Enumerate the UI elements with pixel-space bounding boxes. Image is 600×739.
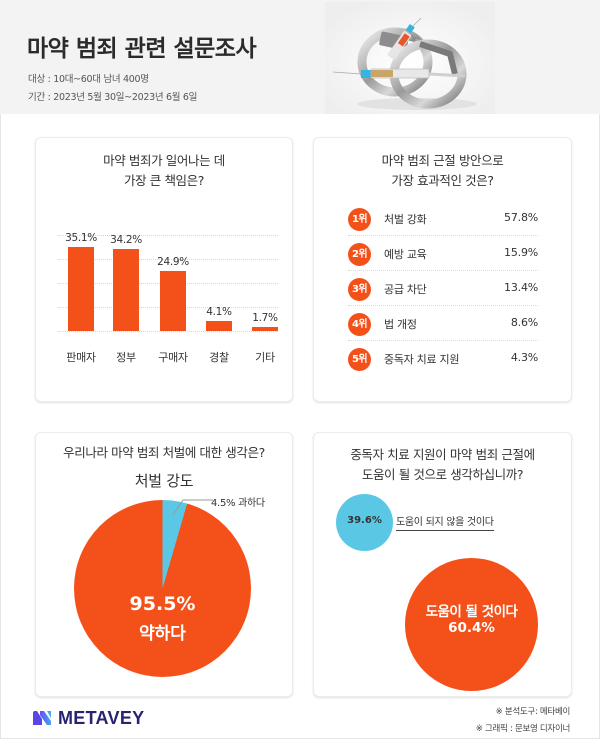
metavey-logo: METAVEY xyxy=(32,708,144,728)
rank-badge: 3위 xyxy=(348,278,371,301)
bar-column: 4.1% xyxy=(206,235,232,331)
rank-value: 4.3% xyxy=(510,351,538,364)
credit-analysis-tool: ※ 분석도구: 메타베이 xyxy=(495,707,571,717)
bar-category-label: 정부 xyxy=(116,351,136,364)
q4-title-line2: 도움이 될 것으로 생각하십니까? xyxy=(361,467,524,482)
card-responsibility: 마약 범죄가 일어나는 데 가장 큰 책임은? 35.1% 34.2% 24.9% 4… xyxy=(35,137,293,402)
q3-title: 우리나라 마약 범죄 처벌에 대한 생각은? xyxy=(63,445,265,460)
q2-title-line2: 가장 효과적인 것은? xyxy=(391,173,494,188)
rank-list: 1위 처벌 강화 57.8% 2위 예방 교육 15.9% 3위 공급 차단 1… xyxy=(348,201,538,376)
bar-column: 24.9% xyxy=(157,235,189,331)
q4-title-line1: 중독자 치료 지원이 마약 범죄 근절에 xyxy=(350,447,535,462)
rank-value: 13.4% xyxy=(504,281,538,294)
bar-value-label: 1.7% xyxy=(252,312,278,324)
bar-column: 1.7% xyxy=(252,235,278,331)
bar-value-label: 34.2% xyxy=(110,234,142,246)
credit-graphic: ※ 그래픽 : 문보영 디자이너 xyxy=(475,724,571,734)
rank-badge: 4위 xyxy=(348,313,371,336)
bubble-yes-value: 60.4% xyxy=(448,620,495,636)
pie-major-label: 약하다 xyxy=(139,624,186,644)
pie-major-value: 95.5% xyxy=(129,593,196,615)
rank-value: 8.6% xyxy=(510,316,538,329)
rank-badge: 5위 xyxy=(348,348,371,371)
bar-chart: 35.1% 34.2% 24.9% 4.1% 1.7% xyxy=(58,232,278,347)
rank-badge: 2위 xyxy=(348,243,371,266)
bar-column: 35.1% xyxy=(65,232,97,331)
gridline xyxy=(58,235,278,236)
logo-text: METAVEY xyxy=(58,707,145,728)
card-effective-measures: 마약 범죄 근절 방안으로 가장 효과적인 것은? 1위 처벌 강화 57.8%… xyxy=(313,137,572,402)
rank-value: 15.9% xyxy=(504,246,538,259)
card-treatment-support: 중독자 치료 지원이 마약 범죄 근절에 도움이 될 것으로 생각하십니까? 3… xyxy=(313,432,572,697)
rank-row: 5위 중독자 치료 지원 4.3% xyxy=(348,341,538,376)
bubble-yes xyxy=(405,558,538,691)
bar-category-label: 판매자 xyxy=(66,351,96,364)
rank-label: 중독자 치료 지원 xyxy=(384,353,460,366)
callout-line xyxy=(172,499,213,516)
header: 마약 범죄 관련 설문조사 대상 : 10대~60대 남녀 400명 기간 : … xyxy=(0,0,600,114)
bubble-no-label: 도움이 되지 않을 것이다 xyxy=(396,513,494,531)
gridline xyxy=(58,259,278,260)
bar xyxy=(113,249,139,331)
pie-minor-label: 4.5% 과하다 xyxy=(211,498,265,509)
rank-row: 2위 예방 교육 15.9% xyxy=(348,236,538,271)
rank-label: 예방 교육 xyxy=(384,248,427,261)
rank-label: 법 개정 xyxy=(384,318,417,331)
rank-row: 1위 처벌 강화 57.8% xyxy=(348,201,538,236)
metavey-logo-icon xyxy=(33,711,51,725)
rank-badge: 1위 xyxy=(348,208,371,231)
survey-period: 기간 : 2023년 5월 30일~2023년 6월 6일 xyxy=(28,92,198,103)
q2-title-line1: 마약 범죄 근절 방안으로 xyxy=(381,153,504,168)
bar-category-label: 구매자 xyxy=(158,351,188,364)
bar xyxy=(206,321,232,331)
bar xyxy=(68,247,94,331)
bar xyxy=(252,327,278,331)
handcuffs-syringe-photo-icon xyxy=(325,2,495,114)
bubble-no-value: 39.6% xyxy=(347,515,382,526)
bar-category-label: 기타 xyxy=(255,351,275,364)
rank-row: 3위 공급 차단 13.4% xyxy=(348,271,538,306)
rank-label: 공급 차단 xyxy=(384,283,427,296)
bar-column: 34.2% xyxy=(110,234,142,331)
rank-value: 57.8% xyxy=(504,211,538,224)
survey-target: 대상 : 10대~60대 남녀 400명 xyxy=(28,74,149,85)
rank-row: 4위 법 개정 8.6% xyxy=(348,306,538,341)
bubble-yes-label: 도움이 될 것이다 xyxy=(425,604,518,620)
bar-value-label: 24.9% xyxy=(157,256,189,268)
bar-value-label: 35.1% xyxy=(65,232,97,244)
page-title: 마약 범죄 관련 설문조사 xyxy=(27,36,257,62)
bubble-no xyxy=(336,494,393,551)
bar-category-label: 경찰 xyxy=(209,351,229,364)
gridline xyxy=(58,331,278,332)
bar-value-label: 4.1% xyxy=(206,306,232,318)
card-punishment-opinion: 우리나라 마약 범죄 처벌에 대한 생각은? 처벌 강도 4.5% 과하다 95… xyxy=(35,432,293,697)
q1-title-line2: 가장 큰 책임은? xyxy=(124,173,204,188)
pie-subtitle: 처벌 강도 xyxy=(134,472,194,490)
rank-label: 처벌 강화 xyxy=(384,213,427,226)
pie-chart xyxy=(74,500,251,677)
q1-title-line1: 마약 범죄가 일어나는 데 xyxy=(103,153,225,168)
bar xyxy=(160,271,186,331)
